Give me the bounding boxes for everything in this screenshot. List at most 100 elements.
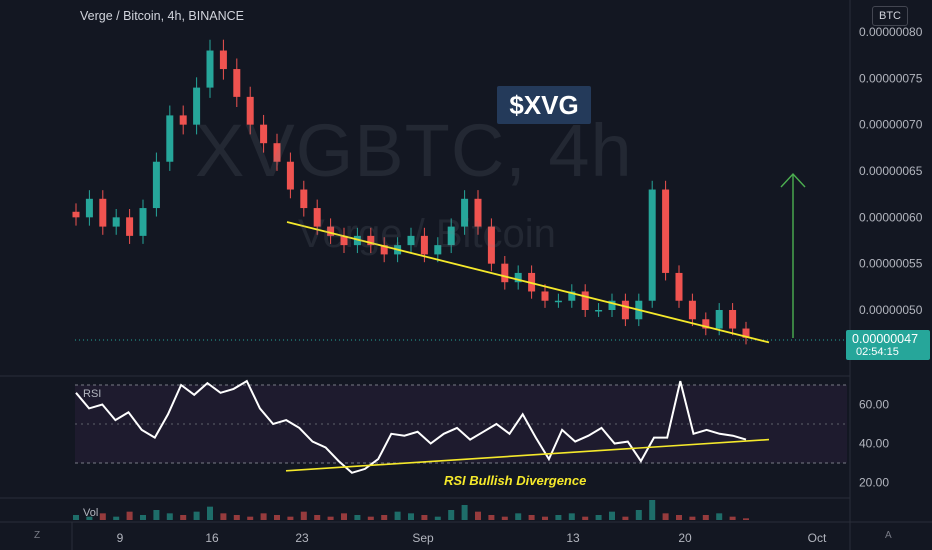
candle xyxy=(166,105,174,171)
candle xyxy=(260,114,268,153)
candle xyxy=(139,199,147,244)
candle xyxy=(367,227,375,254)
candle xyxy=(742,321,750,345)
candle xyxy=(461,190,469,235)
time-tick-label: Sep xyxy=(412,531,434,545)
time-tick-label: 20 xyxy=(678,531,692,545)
volume-bar xyxy=(207,506,213,520)
volume-bar xyxy=(421,515,428,520)
volume-bar xyxy=(180,515,187,520)
candle xyxy=(273,133,281,171)
volume-pane-label[interactable]: Vol xyxy=(83,507,99,519)
volume-bar xyxy=(220,513,227,520)
divergence-label: RSI Bullish Divergence xyxy=(444,473,587,488)
volume-bar xyxy=(434,516,441,520)
volume-bar xyxy=(622,516,629,520)
volume-bar xyxy=(300,511,307,520)
volume-bar xyxy=(542,516,548,520)
price-trendline[interactable] xyxy=(286,221,770,344)
candle xyxy=(246,86,254,135)
candle xyxy=(688,293,696,327)
volume-bar xyxy=(381,515,388,520)
rsi-axis[interactable]: 60.00 40.00 20.00 xyxy=(859,398,889,490)
candle xyxy=(99,190,107,235)
candle xyxy=(72,203,80,226)
volume-bar xyxy=(729,516,736,520)
candle-countdown: 02:54:15 xyxy=(856,346,899,358)
candle xyxy=(380,237,388,263)
time-axis[interactable]: 9 16 23 Sep 13 20 Oct xyxy=(117,531,827,545)
volume-bar xyxy=(153,510,160,520)
volume-bar xyxy=(233,515,240,520)
xvg-badge[interactable]: $XVG xyxy=(497,86,591,124)
volume-bar xyxy=(394,511,401,520)
volume-series xyxy=(73,500,749,520)
price-tick-label: 0.00000055 xyxy=(859,257,923,271)
volume-bar xyxy=(260,513,267,520)
candle xyxy=(621,293,629,327)
candle xyxy=(152,152,160,217)
rsi-pane-label[interactable]: RSI xyxy=(83,388,102,400)
volume-bar xyxy=(86,516,93,520)
volume-bar xyxy=(582,516,589,520)
candle xyxy=(407,227,415,254)
candle xyxy=(206,39,214,98)
candle xyxy=(434,237,442,263)
candle xyxy=(568,284,576,308)
candle xyxy=(595,303,603,317)
symbol-title[interactable]: Verge / Bitcoin, 4h, BINANCE xyxy=(80,9,244,23)
candle xyxy=(112,208,120,235)
candle xyxy=(554,293,562,308)
volume-bar xyxy=(287,516,294,520)
volume-bar xyxy=(367,516,374,520)
time-tick-label: Oct xyxy=(808,531,827,545)
volume-bar xyxy=(609,511,615,520)
volume-bar xyxy=(113,516,120,520)
price-axis[interactable]: 0.00000080 0.00000075 0.00000070 0.00000065… xyxy=(859,25,923,317)
volume-bar xyxy=(515,513,522,520)
time-tick-label: 16 xyxy=(205,531,219,545)
volume-bar xyxy=(73,515,79,520)
zoom-icon[interactable]: Z xyxy=(34,530,41,541)
candle xyxy=(675,265,683,308)
volume-bar xyxy=(662,513,669,520)
volume-bar xyxy=(716,513,723,520)
volume-bar xyxy=(327,516,334,520)
price-tick-label: 0.00000060 xyxy=(859,210,923,224)
volume-bar xyxy=(743,518,749,520)
volume-bar xyxy=(448,510,455,520)
up-arrow[interactable] xyxy=(780,172,806,338)
candle xyxy=(501,256,509,290)
candle xyxy=(300,180,308,217)
volume-bar xyxy=(461,505,468,520)
rsi-tick-label: 20.00 xyxy=(859,476,889,490)
candle xyxy=(286,152,294,199)
candle xyxy=(729,303,737,336)
candle xyxy=(702,312,710,336)
candle xyxy=(662,180,670,281)
volume-bar xyxy=(676,515,682,520)
volume-bar xyxy=(528,515,535,520)
price-tick-label: 0.00000075 xyxy=(859,71,923,85)
volume-bar xyxy=(247,516,254,520)
candlestick-series xyxy=(72,39,750,345)
candle xyxy=(126,208,134,244)
auto-scale-icon[interactable]: A xyxy=(885,530,892,541)
candle xyxy=(340,227,348,254)
volume-bar xyxy=(193,511,200,520)
volume-bar xyxy=(166,513,173,520)
volume-bar xyxy=(99,513,106,520)
rsi-tick-label: 40.00 xyxy=(859,437,889,451)
volume-bar xyxy=(595,515,602,520)
volume-bar xyxy=(408,513,414,520)
rsi-trendline[interactable] xyxy=(285,438,770,472)
currency-badge[interactable]: BTC xyxy=(872,6,908,26)
volume-bar xyxy=(274,515,280,520)
watermark-name: Verge / Bitcoin xyxy=(298,212,556,256)
volume-bar xyxy=(635,510,642,520)
price-tick-label: 0.00000050 xyxy=(859,303,923,317)
price-tick-label: 0.00000065 xyxy=(859,164,923,178)
candle xyxy=(219,39,227,80)
volume-bar xyxy=(702,515,709,520)
